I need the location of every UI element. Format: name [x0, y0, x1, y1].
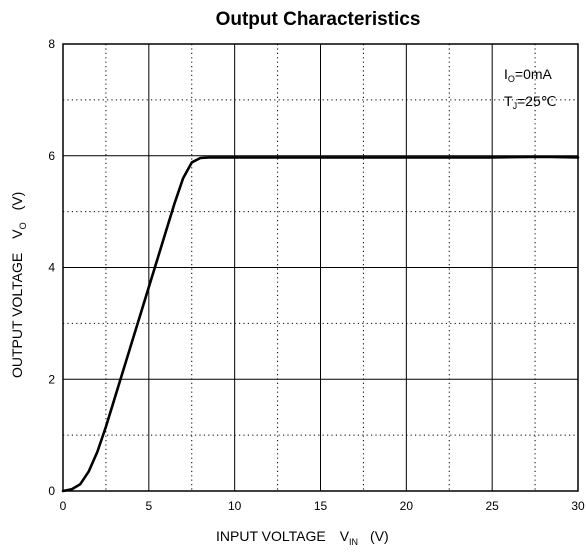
output-voltage-curve — [61, 155, 580, 493]
x-tick-labels: 0 5 10 15 20 25 30 — [60, 499, 585, 513]
x-tick-label: 10 — [228, 499, 242, 513]
x-tick-label: 15 — [314, 499, 328, 513]
plot-frame — [62, 43, 579, 492]
x-tick-label: 25 — [485, 499, 499, 513]
condition-tj: TJ=25℃ — [504, 93, 557, 111]
x-tick-label: 5 — [145, 499, 152, 513]
y-axis-label: OUTPUT VOLTAGEVO(V) — [9, 192, 28, 378]
major-grid — [63, 44, 578, 491]
y-tick-labels: 0 2 4 6 8 — [48, 37, 55, 498]
conditions-legend: IO=0mA TJ=25℃ — [504, 66, 557, 111]
y-tick-label: 6 — [48, 149, 55, 163]
x-tick-label: 20 — [400, 499, 414, 513]
chart-title: Output Characteristics — [216, 9, 421, 30]
y-tick-label: 8 — [48, 37, 55, 51]
condition-io: IO=0mA — [504, 66, 553, 84]
y-tick-label: 0 — [48, 484, 55, 498]
x-axis-label: INPUT VOLTAGE VIN (V) — [216, 528, 389, 547]
x-tick-label: 30 — [571, 499, 585, 513]
x-tick-label: 0 — [60, 499, 67, 513]
y-tick-label: 4 — [48, 261, 55, 275]
y-tick-label: 2 — [48, 372, 55, 386]
